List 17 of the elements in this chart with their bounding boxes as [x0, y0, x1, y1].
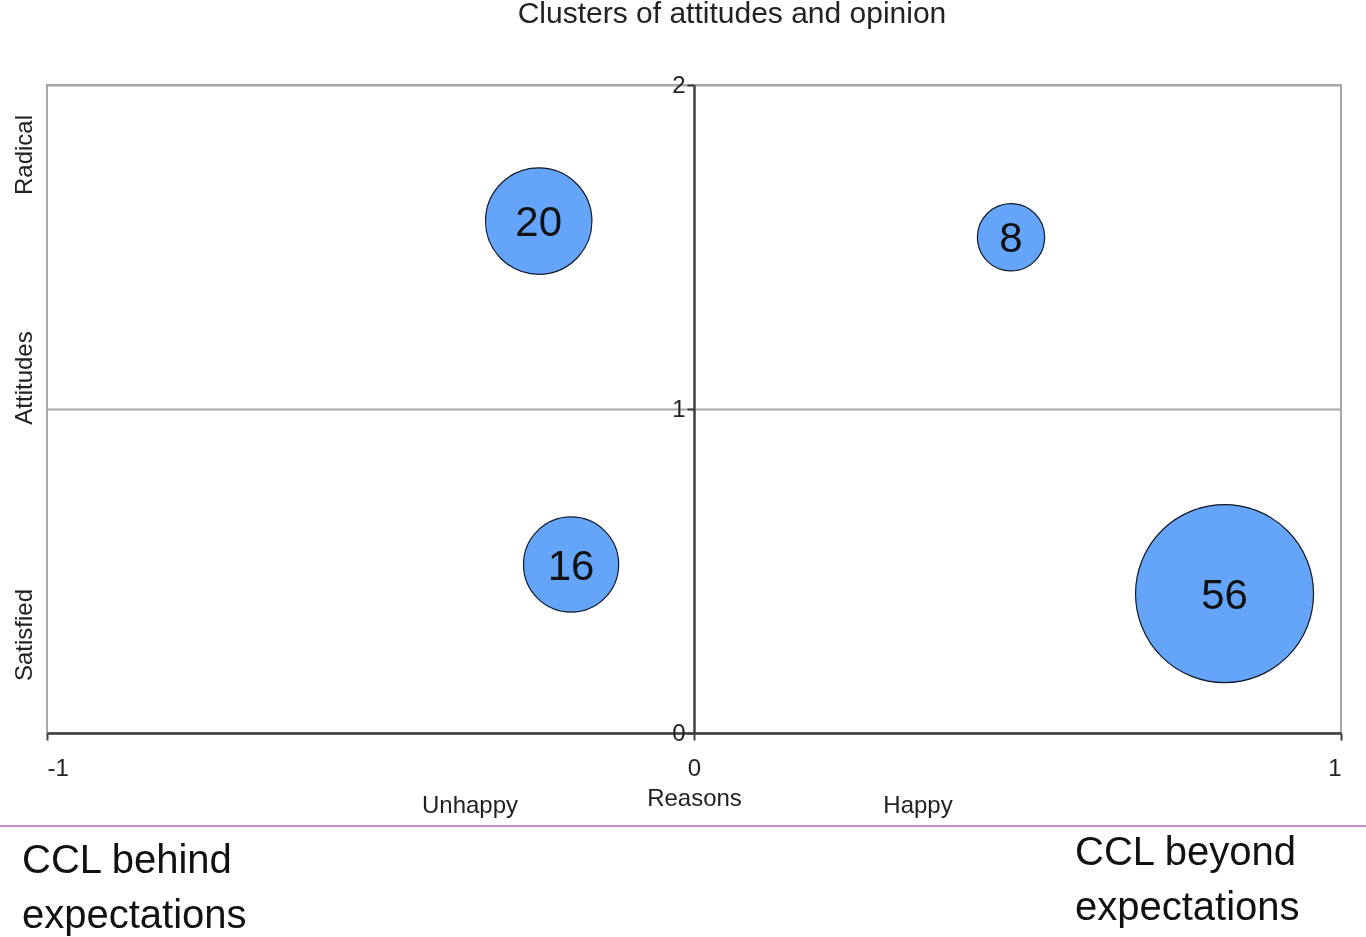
text: CCL beyond expectations — [1075, 828, 1301, 930]
chart-title: Clusters of attitudes and opinion — [517, 0, 947, 29]
data-label: 20 — [515, 198, 563, 246]
x-tick-label: 1 — [1328, 753, 1342, 781]
y-axis-title: Attitudes — [10, 331, 37, 425]
data-label: 56 — [1201, 570, 1248, 618]
text: Satisfied — [10, 588, 37, 682]
text: Radical — [10, 114, 37, 196]
data-label: 16 — [547, 541, 595, 589]
x-tick-label: -1 — [47, 753, 69, 781]
y-tick-label: 1 — [672, 394, 686, 422]
x-axis-title: Reasons — [647, 783, 742, 811]
text: CCL behind expectations — [22, 836, 248, 937]
y-tick-label: 2 — [672, 70, 686, 98]
data-label: 8 — [999, 214, 1023, 262]
text: Unhappy — [421, 791, 519, 818]
text: Happy — [883, 791, 953, 818]
